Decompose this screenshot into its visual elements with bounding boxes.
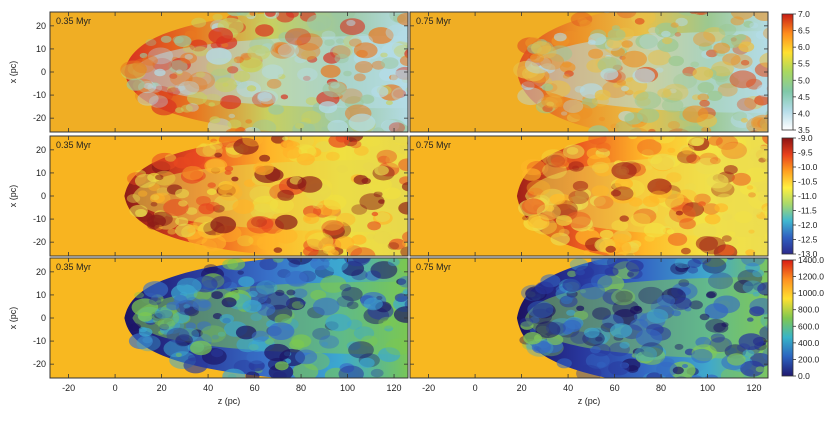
turbulence-texture bbox=[518, 136, 768, 256]
colorbar-tick-label: 3.5 bbox=[798, 125, 810, 135]
turbulence-texture bbox=[513, 12, 768, 132]
time-label: 0.35 Myr bbox=[56, 140, 91, 150]
y-tick-label: -20 bbox=[33, 113, 46, 123]
colorbar-tick-label: 200.0 bbox=[798, 354, 820, 364]
x-tick-label: 40 bbox=[203, 383, 213, 393]
colorbar-tick-label: 4.5 bbox=[798, 92, 810, 102]
x-tick-label: -20 bbox=[422, 383, 435, 393]
colorbar-tick-label: -9.0 bbox=[798, 133, 813, 143]
turbulence-texture bbox=[126, 136, 408, 256]
colorbar-tick-label: 6.5 bbox=[798, 26, 810, 36]
colorbar-tick-label: 5.0 bbox=[798, 75, 810, 85]
colorbar-tick-label: 4.0 bbox=[798, 108, 810, 118]
colorbar-tick-label: -12.5 bbox=[798, 235, 818, 245]
colorbar-tick-label: 6.0 bbox=[798, 42, 810, 52]
colorbar-tick-label: -9.5 bbox=[798, 148, 813, 158]
colorbar bbox=[781, 259, 794, 377]
x-tick-label: 20 bbox=[157, 383, 167, 393]
turbulence-texture bbox=[519, 258, 768, 378]
y-tick-label: 10 bbox=[36, 44, 46, 54]
y-tick-label: -20 bbox=[33, 237, 46, 247]
y-tick-label: -10 bbox=[33, 336, 46, 346]
x-tick-label: 80 bbox=[656, 383, 666, 393]
colorbar-column: 7.0 6.5 6.0 5.5 5.0 4.5 4.0 3.5-9.0 -9.5 -10.0 -10… bbox=[781, 9, 824, 381]
x-tick-label: 0 bbox=[113, 383, 118, 393]
y-tick-label: 20 bbox=[36, 21, 46, 31]
colorbar-tick-label: 800.0 bbox=[798, 305, 820, 315]
y-tick-label: 10 bbox=[36, 168, 46, 178]
time-label: 0.35 Myr bbox=[56, 16, 91, 26]
colorbar-tick-label: 400.0 bbox=[798, 338, 820, 348]
x-tick-label: 60 bbox=[610, 383, 620, 393]
y-tick-label: 10 bbox=[36, 290, 46, 300]
colorbar-tick-label: 1400.0 bbox=[798, 255, 824, 265]
colorbar bbox=[781, 13, 794, 131]
y-tick-label: 0 bbox=[41, 191, 46, 201]
colorbar-tick-label: 7.0 bbox=[798, 9, 810, 19]
panel-grid: 0.35 Myr 0.75 Myr 0.35 Myr 0.75 Myr 0.35 Myr… bbox=[49, 11, 769, 379]
x-axis-label: z (pc) bbox=[218, 396, 241, 406]
time-label: 0.35 Myr bbox=[56, 262, 91, 272]
colorbar-tick-label: 1200.0 bbox=[798, 272, 824, 282]
colorbar bbox=[781, 137, 794, 255]
colorbar-tick-label: -11.0 bbox=[798, 191, 817, 201]
turbulence-texture bbox=[128, 258, 408, 378]
x-tick-label: 120 bbox=[747, 383, 762, 393]
y-tick-label: 0 bbox=[41, 313, 46, 323]
colorbar-tick-label: -13.0 bbox=[798, 249, 818, 259]
colorbar-tick-label: -10.5 bbox=[798, 177, 818, 187]
colorbar-tick-label: 600.0 bbox=[798, 321, 820, 331]
x-tick-label: -20 bbox=[62, 383, 75, 393]
time-label: 0.75 Myr bbox=[416, 262, 451, 272]
y-axis-label: x (pc) bbox=[8, 185, 18, 208]
x-tick-label: 100 bbox=[340, 383, 355, 393]
turbulence-texture bbox=[120, 12, 408, 132]
y-tick-label: 20 bbox=[36, 145, 46, 155]
x-tick-label: 40 bbox=[563, 383, 573, 393]
simulation-panel bbox=[410, 136, 768, 256]
x-tick-label: 80 bbox=[296, 383, 306, 393]
colorbar-tick-label: 1000.0 bbox=[798, 288, 824, 298]
colorbar-tick-label: 5.5 bbox=[798, 59, 810, 69]
simulation-panel bbox=[50, 12, 408, 132]
x-tick-label: 0 bbox=[473, 383, 478, 393]
y-axis-label: x (pc) bbox=[8, 61, 18, 84]
simulation-panel bbox=[50, 258, 408, 378]
colorbar-tick-label: -12.0 bbox=[798, 220, 818, 230]
x-tick-label: 120 bbox=[387, 383, 402, 393]
colorbar-tick-label: -10.0 bbox=[798, 162, 818, 172]
colorbar-tick-label: 0.0 bbox=[798, 371, 810, 381]
y-tick-label: 20 bbox=[36, 267, 46, 277]
y-axis-label: x (pc) bbox=[8, 307, 18, 330]
time-label: 0.75 Myr bbox=[416, 140, 451, 150]
y-tick-label: -10 bbox=[33, 90, 46, 100]
simulation-panel bbox=[410, 12, 768, 132]
simulation-panel bbox=[410, 258, 768, 378]
x-tick-label: 20 bbox=[517, 383, 527, 393]
x-axis-label: z (pc) bbox=[578, 396, 601, 406]
y-tick-label: 0 bbox=[41, 67, 46, 77]
x-tick-label: 60 bbox=[250, 383, 260, 393]
x-tick-label: 100 bbox=[700, 383, 715, 393]
simulation-panel bbox=[50, 136, 408, 256]
y-tick-label: -10 bbox=[33, 214, 46, 224]
y-tick-label: -20 bbox=[33, 359, 46, 369]
time-label: 0.75 Myr bbox=[416, 16, 451, 26]
colorbar-tick-label: -11.5 bbox=[798, 206, 817, 216]
